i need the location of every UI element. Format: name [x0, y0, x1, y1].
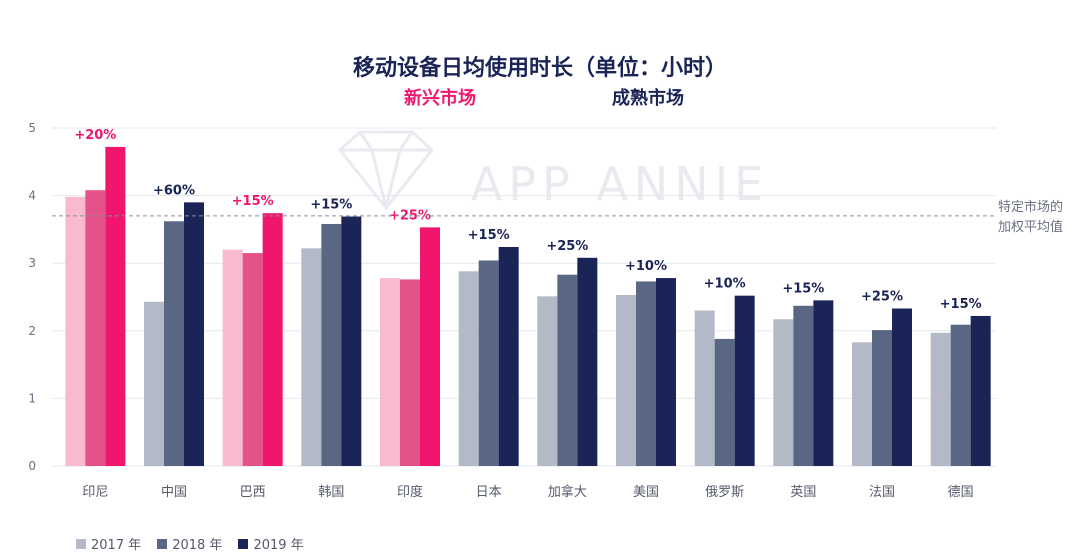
bar	[537, 296, 558, 466]
y-tick-label: 5	[28, 121, 36, 135]
x-tick-label: 中国	[161, 485, 187, 500]
bar	[65, 196, 86, 466]
legend-swatch-2018	[157, 538, 168, 549]
x-tick-label: 俄罗斯	[705, 485, 744, 500]
legend-item-2018: 2018 年	[157, 534, 222, 553]
legend-swatch-2017	[76, 538, 86, 549]
bar	[498, 246, 519, 466]
bar	[734, 295, 755, 466]
x-tick-label: 法国	[869, 485, 895, 500]
average-line-label: 特定市场的 加权平均值	[998, 198, 1063, 238]
y-tick-label: 0	[28, 459, 36, 473]
bar	[694, 310, 715, 466]
bar	[85, 190, 106, 466]
bar	[930, 332, 951, 466]
x-tick-label: 印尼	[82, 485, 108, 500]
x-tick-label: 美国	[633, 485, 659, 500]
y-tick-label: 3	[28, 256, 36, 270]
bar	[321, 223, 342, 466]
x-tick-label: 韩国	[318, 485, 344, 500]
bar	[636, 281, 656, 466]
bar	[400, 279, 420, 466]
bar	[577, 257, 598, 466]
x-tick-label: 日本	[476, 485, 502, 500]
watermark-diamond-icon	[337, 130, 435, 211]
x-tick-label: 巴西	[240, 485, 266, 500]
bar	[262, 213, 283, 466]
legend-label-2019: 2019 年	[253, 538, 304, 553]
bar	[164, 221, 184, 466]
x-tick-label: 英国	[790, 485, 816, 500]
bar	[813, 300, 834, 466]
mature-market-label: 成熟市场	[612, 88, 684, 109]
bar	[852, 342, 872, 466]
bar	[970, 315, 991, 466]
bar	[714, 338, 735, 466]
growth-label: +15%	[782, 281, 824, 296]
growth-label: +10%	[625, 259, 667, 274]
bar	[793, 305, 814, 466]
bar	[892, 308, 912, 466]
legend-label-2017: 2017 年	[91, 538, 142, 553]
average-line-label-line1: 特定市场的	[998, 200, 1064, 215]
growth-label: +10%	[704, 277, 746, 292]
watermark: APP ANNIE	[337, 130, 770, 211]
bar	[184, 202, 204, 467]
y-tick-label: 2	[28, 324, 36, 338]
growth-label: +15%	[310, 198, 352, 213]
legend-item-2019: 2019 年	[238, 534, 304, 553]
legend-item-2017: 2017 年	[76, 534, 141, 553]
x-tick-label: 德国	[948, 485, 974, 500]
bar	[458, 271, 479, 466]
bar	[557, 274, 578, 466]
bar	[301, 248, 322, 466]
y-tick-label: 1	[28, 391, 36, 405]
bar	[222, 249, 243, 466]
chart-title: 移动设备日均使用时长（单位：小时）	[352, 56, 727, 81]
legend-label-2018: 2018 年	[172, 538, 223, 553]
growth-label: +15%	[232, 194, 274, 209]
growth-label: +25%	[861, 289, 903, 304]
x-tick-label: 加拿大	[548, 484, 587, 500]
growth-label: +60%	[153, 183, 195, 198]
emerging-market-label: 新兴市场	[404, 88, 476, 109]
bar	[105, 146, 126, 467]
bar	[380, 278, 400, 466]
growth-label: +15%	[940, 297, 982, 312]
growth-label: +15%	[468, 228, 510, 243]
bar	[478, 260, 499, 466]
bar	[872, 330, 892, 466]
x-tick-label: 印度	[397, 484, 423, 500]
bar	[950, 324, 971, 466]
growth-label: +20%	[74, 128, 116, 143]
legend: 2017 年 2018 年 2019 年	[76, 534, 304, 553]
legend-swatch-2019	[238, 538, 249, 549]
bar	[420, 227, 440, 466]
bar	[341, 216, 362, 466]
bar	[144, 301, 164, 466]
bar	[616, 294, 636, 466]
growth-label: +25%	[546, 239, 588, 254]
bar	[656, 278, 676, 466]
bar	[242, 253, 263, 466]
watermark-text: APP ANNIE	[471, 157, 770, 211]
average-line-label-line2: 加权平均值	[998, 220, 1064, 235]
bar	[773, 319, 794, 466]
y-tick-label: 4	[28, 189, 36, 203]
